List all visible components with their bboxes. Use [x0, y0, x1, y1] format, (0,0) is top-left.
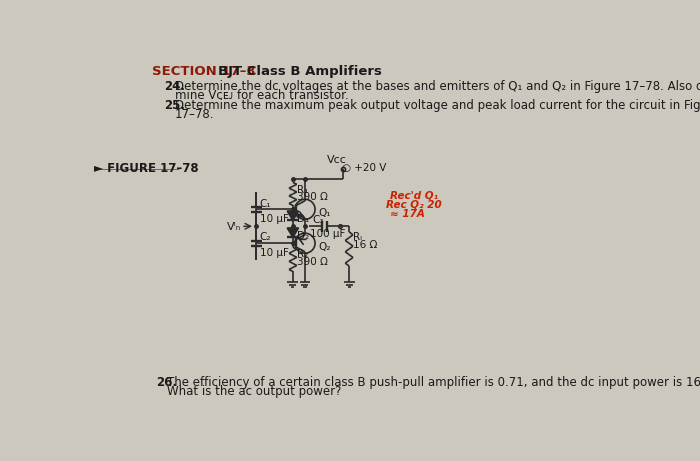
Text: What is the ac output power?: What is the ac output power? [167, 385, 342, 398]
Text: Determine the maximum peak output voltage and peak load current for the circuit : Determine the maximum peak output voltag… [175, 99, 700, 112]
Text: C₃: C₃ [313, 215, 324, 225]
Text: Rec Q₂ 20: Rec Q₂ 20 [386, 199, 442, 209]
Text: 16 Ω: 16 Ω [353, 240, 377, 250]
Text: Rec'd Q₁: Rec'd Q₁ [390, 190, 438, 200]
Text: 17–78.: 17–78. [175, 108, 215, 121]
Text: ► FIGURE 17–78: ► FIGURE 17–78 [94, 161, 198, 175]
Text: 10 μF: 10 μF [260, 214, 288, 224]
Text: 390 Ω: 390 Ω [297, 257, 328, 267]
Polygon shape [287, 211, 298, 220]
Text: R₂: R₂ [297, 249, 308, 260]
Text: 24.: 24. [164, 80, 186, 93]
Text: 26.: 26. [155, 376, 176, 389]
Text: Vᴄᴄ: Vᴄᴄ [327, 155, 347, 165]
Polygon shape [287, 228, 298, 237]
Text: R₁: R₁ [297, 185, 308, 195]
Text: C₁: C₁ [260, 199, 271, 208]
Text: Q₁: Q₁ [318, 208, 330, 218]
Text: The efficiency of a certain class B push-pull amplifier is 0.71, and the dc inpu: The efficiency of a certain class B push… [167, 376, 700, 389]
Text: 100 μF: 100 μF [310, 229, 346, 239]
Text: SECTION 17–3: SECTION 17–3 [152, 65, 256, 77]
Text: mine Vᴄᴇᴊ for each transistor.: mine Vᴄᴇᴊ for each transistor. [175, 89, 349, 102]
Text: C₂: C₂ [260, 232, 271, 242]
Text: Rₗ: Rₗ [353, 232, 362, 242]
Text: 25.: 25. [164, 99, 186, 112]
Text: Determine the dc voltages at the bases and emitters of Q₁ and Q₂ in Figure 17–78: Determine the dc voltages at the bases a… [175, 80, 700, 93]
Text: Q₂: Q₂ [318, 242, 330, 252]
Text: 10 μF: 10 μF [260, 248, 288, 258]
Text: D₂: D₂ [297, 231, 309, 241]
Text: BJT Class B Amplifiers: BJT Class B Amplifiers [218, 65, 382, 77]
Text: ○ +20 V: ○ +20 V [342, 163, 386, 173]
Text: ≈ 17A: ≈ 17A [390, 208, 425, 219]
Text: Vᴵₙ: Vᴵₙ [227, 222, 242, 232]
Text: D₁: D₁ [297, 214, 309, 224]
Text: 390 Ω: 390 Ω [297, 192, 328, 202]
